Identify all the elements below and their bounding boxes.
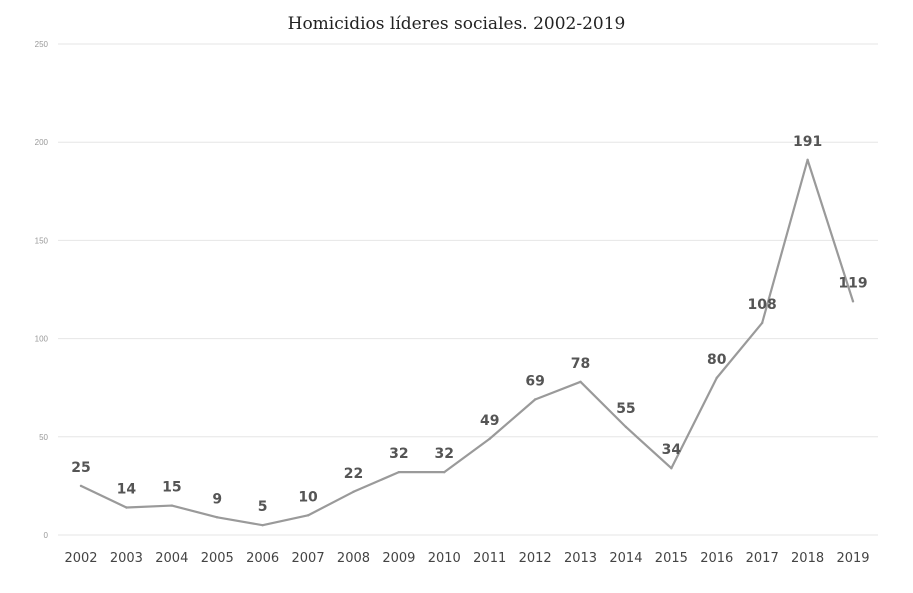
data-label: 191 — [793, 134, 822, 150]
y-axis: 0 50 100 150 200 250 — [35, 40, 49, 540]
x-tick-label: 2009 — [382, 551, 415, 566]
y-tick-label: 250 — [35, 40, 49, 49]
x-tick-label: 2015 — [655, 551, 688, 566]
data-label: 108 — [748, 297, 777, 313]
data-label: 119 — [838, 275, 867, 291]
data-point — [533, 398, 537, 401]
data-point — [579, 380, 582, 384]
x-tick-label: 2017 — [746, 551, 779, 566]
y-tick-label: 50 — [39, 433, 48, 442]
x-tick-label: 2002 — [64, 551, 97, 566]
data-point — [306, 514, 310, 517]
x-tick-label: 2008 — [337, 551, 370, 566]
data-label: 32 — [435, 446, 454, 462]
data-point — [760, 321, 764, 325]
x-tick-label: 2004 — [155, 551, 188, 566]
x-tick-label: 2003 — [110, 551, 143, 566]
x-tick-label: 2007 — [292, 551, 325, 566]
x-tick-label: 2014 — [609, 551, 642, 566]
x-tick-label: 2006 — [246, 551, 279, 566]
data-label: 25 — [71, 460, 90, 476]
y-tick-label: 0 — [44, 531, 49, 540]
data-label: 15 — [162, 480, 181, 496]
data-labels: 25 14 15 9 5 10 22 32 32 49 69 78 55 34 80 108 191 119 — [71, 134, 867, 515]
data-label: 14 — [117, 482, 137, 498]
data-point — [261, 523, 264, 527]
y-tick-label: 200 — [35, 138, 49, 147]
data-point — [851, 300, 855, 303]
x-tick-label: 2013 — [564, 551, 597, 566]
data-point — [670, 467, 673, 470]
data-label: 80 — [707, 352, 727, 368]
data-point — [397, 470, 401, 474]
data-label: 55 — [616, 401, 635, 417]
data-label: 32 — [389, 446, 408, 462]
chart-title: Homicidios líderes sociales. 2002-2019 — [287, 14, 626, 34]
data-point — [443, 470, 446, 474]
data-point — [624, 425, 628, 429]
series-line — [79, 158, 855, 527]
data-label: 78 — [571, 356, 590, 372]
data-point — [715, 376, 718, 380]
data-point — [352, 490, 355, 493]
data-label: 22 — [344, 466, 363, 482]
gridlines — [58, 43, 878, 536]
data-point — [125, 506, 128, 509]
x-axis: 2002 2003 2004 2005 2006 2007 2008 2009 2010 2011… — [64, 551, 869, 566]
series-group — [79, 158, 855, 527]
data-point — [488, 437, 491, 440]
x-tick-label: 2019 — [836, 551, 869, 566]
data-label: 49 — [480, 413, 499, 429]
data-point — [79, 484, 83, 488]
data-label: 10 — [298, 489, 318, 505]
x-tick-label: 2011 — [473, 551, 506, 566]
data-point — [170, 504, 174, 507]
data-label: 5 — [258, 499, 268, 515]
x-tick-label: 2018 — [791, 551, 824, 566]
data-point — [216, 516, 219, 519]
x-tick-label: 2012 — [519, 551, 552, 566]
x-tick-label: 2010 — [428, 551, 461, 566]
data-label: 69 — [525, 373, 544, 389]
x-tick-label: 2016 — [700, 551, 733, 566]
data-point — [806, 158, 809, 162]
data-label: 34 — [662, 442, 682, 458]
x-tick-label: 2005 — [201, 551, 234, 566]
y-tick-label: 100 — [35, 335, 49, 344]
y-tick-label: 150 — [35, 236, 49, 245]
data-label: 9 — [212, 491, 222, 507]
